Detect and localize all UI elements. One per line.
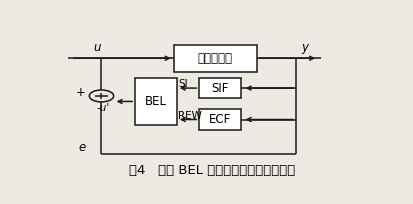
Text: 球磨机系统: 球磨机系统: [197, 52, 233, 65]
Text: u: u: [93, 41, 100, 54]
Text: -u': -u': [96, 103, 109, 113]
Text: y: y: [301, 41, 308, 54]
Bar: [199, 78, 240, 98]
Text: 图4   基于 BEL 的球磨机逆模型辨识结构: 图4 基于 BEL 的球磨机逆模型辨识结构: [129, 164, 294, 177]
Text: e: e: [78, 141, 86, 154]
Bar: [135, 78, 176, 125]
Bar: [173, 45, 256, 72]
Text: SIF: SIF: [211, 82, 228, 95]
Text: +: +: [76, 86, 86, 100]
Text: SI: SI: [178, 79, 188, 89]
Bar: [199, 109, 240, 130]
Text: ECF: ECF: [209, 113, 231, 126]
Text: REW: REW: [178, 111, 202, 121]
Text: BEL: BEL: [145, 95, 166, 108]
